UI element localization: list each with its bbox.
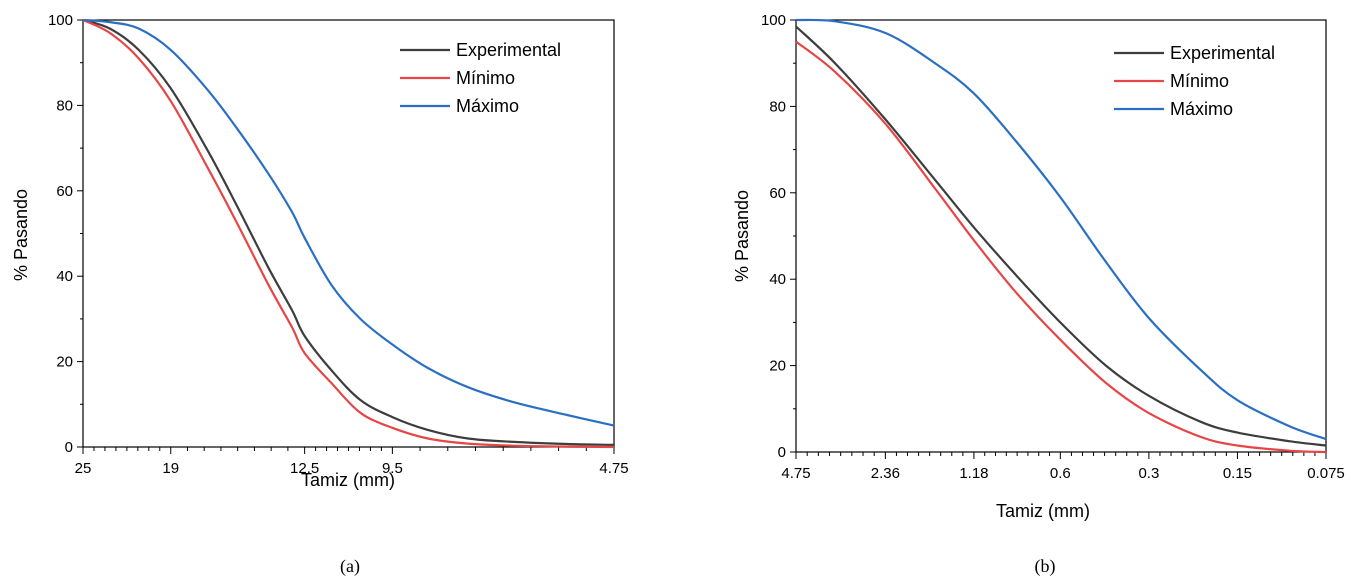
y-tick-label: 40 (56, 268, 73, 285)
y-tick-label: 80 (56, 97, 73, 114)
x-tick-label: 1.18 (959, 465, 988, 482)
x-tick-label: 4.75 (781, 465, 810, 482)
plot-frame (82, 19, 615, 448)
series-line-experimental (795, 25, 1327, 447)
y-tick-label: 80 (769, 98, 786, 115)
plot-frame (795, 19, 1327, 453)
y-tick-label: 60 (769, 185, 786, 202)
y-tick-label: 20 (769, 358, 786, 375)
x-tick-label: 19 (162, 460, 179, 477)
x-tick-label: 12.5 (290, 460, 319, 477)
legend-label: Máximo (456, 96, 519, 116)
x-tick-label: 2.36 (871, 465, 900, 482)
y-tick-label: 0 (65, 439, 73, 456)
x-tick-label: 0.3 (1138, 465, 1159, 482)
y-tick-label: 60 (56, 183, 73, 200)
legend-label: Mínimo (456, 68, 515, 88)
series-line-mximo (795, 18, 1327, 441)
legend-label: Mínimo (1170, 71, 1229, 91)
x-tick-label: 9.5 (382, 460, 403, 477)
x-tick-label: 0.075 (1307, 465, 1345, 482)
chart-panel-a: Tamiz (mm) % Pasando (a) 0 20 40 60 80 100 25 1… (11, 12, 629, 577)
x-tick-label: 0.15 (1223, 465, 1252, 482)
y-axis-title: % Pasando (732, 190, 752, 282)
x-tick-label: 4.75 (599, 460, 628, 477)
chart-panel-b: Tamiz (mm) % Pasando (b) 0 20 40 60 80 100 4.7… (732, 12, 1345, 577)
legend-label: Experimental (1170, 43, 1275, 63)
caption-b: (b) (1035, 556, 1056, 577)
x-tick-label: 0.6 (1050, 465, 1071, 482)
series-line-experimental (82, 18, 615, 446)
y-tick-label: 20 (56, 354, 73, 371)
legend-label: Experimental (456, 40, 561, 60)
series-line-mximo (82, 18, 615, 427)
y-tick-label: 40 (769, 271, 786, 288)
x-tick-label: 25 (75, 460, 92, 477)
series-line-mnimo (82, 18, 615, 449)
y-tick-label: 100 (48, 12, 73, 29)
legend-label: Máximo (1170, 99, 1233, 119)
x-axis-title: Tamiz (mm) (996, 501, 1090, 521)
y-tick-label: 100 (761, 12, 786, 29)
caption-a: (a) (340, 556, 360, 577)
series-line-mnimo (795, 40, 1327, 454)
y-tick-label: 0 (778, 444, 786, 461)
y-axis-title: % Pasando (11, 189, 31, 281)
x-axis-title: Tamiz (mm) (301, 470, 395, 490)
